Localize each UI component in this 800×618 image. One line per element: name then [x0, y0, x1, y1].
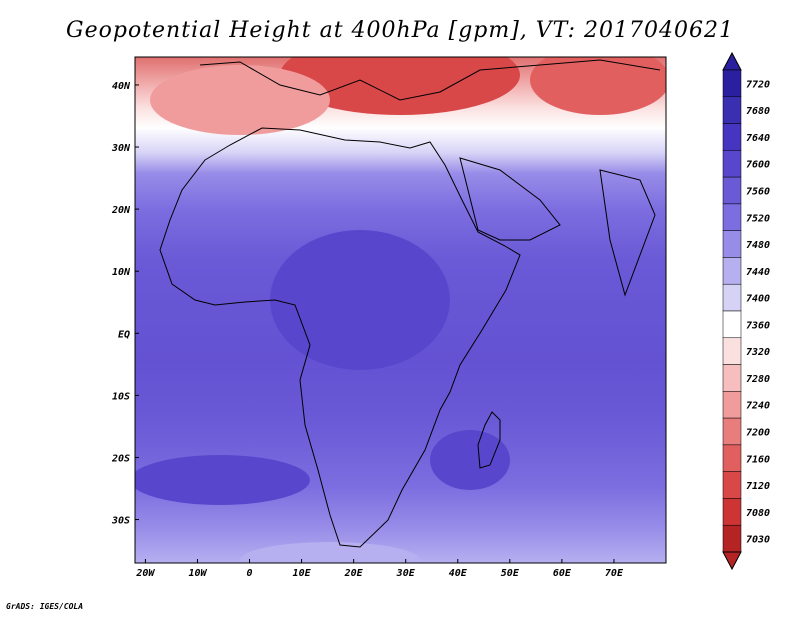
colorbar-cell	[722, 417, 742, 446]
lat-tick-label: 40N	[112, 81, 131, 92]
colorbar-label: 7440	[746, 267, 770, 278]
colorbar-label: 7280	[746, 374, 770, 385]
lon-tick-label: 50E	[501, 568, 520, 579]
colorbar-label: 7030	[746, 535, 770, 546]
colorbar-cell	[722, 257, 742, 285]
height-contours	[135, 57, 666, 563]
colorbar-top-arrow	[722, 51, 742, 71]
colorbar-cell	[722, 203, 742, 231]
colorbar-label: 7720	[746, 79, 770, 90]
lon-tick-label: 60E	[553, 568, 572, 579]
high-height-region-red-east	[530, 57, 666, 115]
south-light-blue	[240, 542, 420, 563]
lat-tick-label: 10N	[112, 267, 131, 278]
lat-tick-label: 10S	[112, 391, 130, 402]
southern-trough-blue	[135, 455, 310, 505]
africa-coastline	[159, 127, 521, 548]
colorbar-label: 7400	[746, 294, 770, 305]
lon-tick-label: 0	[247, 568, 253, 579]
high-height-region-red	[280, 57, 520, 115]
map-area: 20W 10W 0 10E 20E 30E 40E 50E 60E 70E 40N 30N 20N 10…	[111, 56, 667, 579]
colorbar-cell	[722, 123, 742, 151]
west-pink-region	[150, 65, 330, 135]
lon-tick-label: 20E	[344, 568, 364, 579]
colorbar-label: 7520	[746, 213, 770, 224]
colorbar-cell	[722, 69, 742, 98]
latitude-axis: 40N 30N 20N 10N EQ 10S 20S 30S	[111, 81, 139, 527]
colorbar-label: 7080	[746, 508, 770, 519]
grads-credit: GrADS: IGES/COLA	[6, 602, 84, 611]
arabia-coastline	[459, 157, 561, 241]
map-frame	[134, 56, 667, 564]
colorbar-label: 7160	[746, 454, 770, 465]
lat-tick-label: 30S	[111, 516, 130, 527]
colorbar-label: 7680	[746, 106, 770, 117]
colorbar-label: 7600	[746, 160, 770, 171]
lon-tick-label: 30E	[396, 568, 416, 579]
colorbar-cell	[722, 444, 742, 472]
lon-tick-label: 10E	[293, 568, 312, 579]
colorbar-label: 7480	[746, 240, 770, 251]
colorbar-cell	[722, 364, 742, 392]
lon-tick-label: 20W	[135, 568, 155, 579]
lat-tick-label: 20S	[111, 453, 130, 464]
lon-tick-label: 70E	[605, 568, 624, 579]
india-coastline	[599, 169, 656, 297]
colorbar-label: 7560	[746, 187, 770, 198]
colorbar-cell	[722, 310, 742, 339]
chart-title: Geopotential Height at 400hPa [gpm], VT:…	[66, 18, 734, 43]
colorbar-cell	[722, 230, 742, 258]
colorbar-bottom-arrow	[722, 551, 742, 571]
madagascar-coastline	[477, 411, 501, 469]
colorbar-cell	[722, 150, 742, 178]
colorbar: 7720 7680 7640 7600 7560 7520 7480 7440 7400 7360…	[722, 51, 770, 571]
colorbar-label: 7200	[746, 428, 770, 439]
central-africa-deep-blue	[270, 230, 450, 370]
colorbar-cell	[722, 337, 742, 365]
lat-tick-label: EQ	[118, 329, 130, 340]
colorbar-cell	[722, 283, 742, 312]
colorbar-label: 7640	[746, 133, 770, 144]
colorbar-cell	[722, 524, 742, 553]
colorbar-cell	[722, 176, 742, 205]
coastlines	[159, 59, 661, 548]
lat-tick-label: 20N	[111, 205, 131, 216]
lon-tick-label: 10W	[188, 568, 207, 579]
colorbar-label: 7360	[746, 320, 770, 331]
colorbar-label: 7320	[746, 347, 770, 358]
colorbar-cell	[722, 498, 742, 526]
colorbar-cell	[722, 391, 742, 419]
lat-tick-label: 30N	[111, 143, 131, 154]
longitude-axis: 20W 10W 0 10E 20E 30E 40E 50E 60E 70E	[135, 559, 624, 579]
colorbar-label: 7120	[746, 481, 770, 492]
europe-coastline	[199, 59, 661, 101]
colorbar-label: 7240	[746, 401, 770, 412]
lon-tick-label: 40E	[449, 568, 468, 579]
colorbar-cell	[722, 471, 742, 499]
colorbar-cell	[722, 96, 742, 124]
indian-ocean-blue	[430, 430, 510, 490]
